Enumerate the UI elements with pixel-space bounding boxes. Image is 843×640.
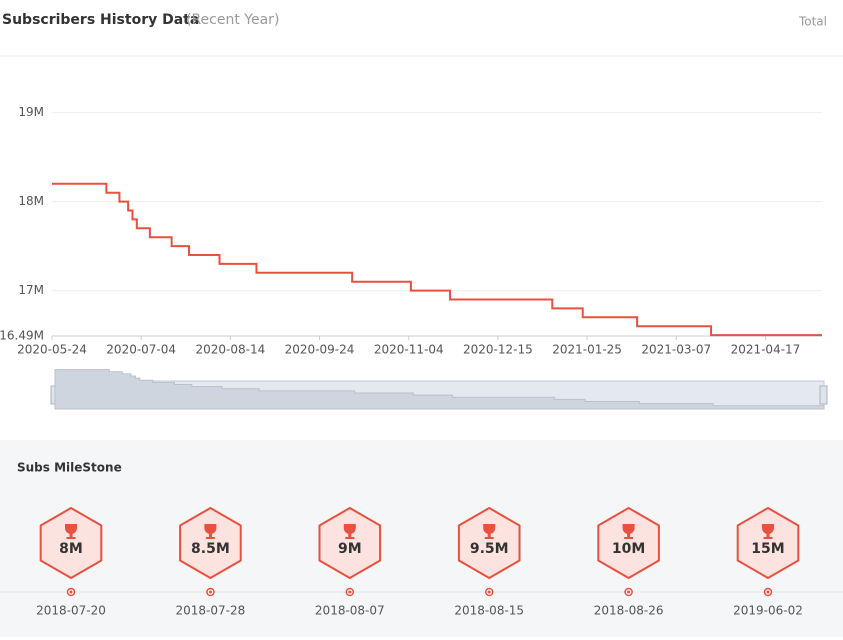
- x-tick-label: 2020-11-04: [374, 343, 444, 357]
- navigator-handle[interactable]: [819, 385, 828, 405]
- trophy-icon: [762, 524, 774, 539]
- milestone-label: 15M: [751, 541, 784, 557]
- milestone-dot-core: [766, 590, 770, 594]
- milestone-label: 8.5M: [191, 541, 230, 557]
- trophy-icon: [65, 524, 77, 539]
- trophy-icon: [483, 524, 496, 539]
- milestone-label: 9.5M: [470, 541, 509, 557]
- y-tick-label: 16.49M: [0, 329, 44, 343]
- trophy-icon: [622, 524, 635, 539]
- milestone-badge: [39, 507, 103, 579]
- x-tick-label: 2020-05-24: [17, 343, 87, 357]
- milestone-dot-core: [348, 590, 352, 594]
- milestone-dot-core: [627, 590, 631, 594]
- line: [52, 182, 822, 337]
- subtitle: (Recent Year): [186, 12, 279, 28]
- trophy-icon: [343, 524, 356, 539]
- milestone-badge: [318, 507, 382, 579]
- x-tick-label: 2020-07-04: [106, 343, 176, 357]
- trophy-icon: [204, 524, 217, 539]
- x-tick-label: 2020-08-14: [195, 343, 265, 357]
- x-tick-label: 2020-12-15: [463, 343, 533, 357]
- milestone-label: 8M: [59, 541, 83, 557]
- milestone-dot-core: [208, 590, 212, 594]
- milestone-date: 2018-08-15: [454, 604, 524, 618]
- x-tick-label: 2020-09-24: [285, 343, 355, 357]
- milestone-badge: [736, 507, 800, 579]
- y-tick-label: 19M: [18, 105, 44, 119]
- y-tick-label: 18M: [18, 194, 44, 208]
- milestone-date: 2018-08-26: [594, 604, 664, 618]
- milestone-date: 2019-06-02: [733, 604, 803, 618]
- milestone-title: Subs MileStone: [17, 461, 122, 475]
- x-tick-label: 2021-04-17: [731, 343, 801, 357]
- milestone-label: 10M: [612, 541, 645, 557]
- milestone-dot-core: [487, 590, 491, 594]
- milestone-badge: [179, 507, 242, 579]
- x-tick-label: 2021-01-25: [552, 343, 622, 357]
- milestone-date: 2018-08-07: [315, 604, 385, 618]
- milestone-date: 2018-07-20: [36, 604, 106, 618]
- milestone-dot-core: [69, 590, 73, 594]
- title: Subscribers History Data: [2, 12, 199, 28]
- y-tick-label: 17M: [18, 283, 44, 297]
- milestone-badge: [597, 507, 660, 579]
- milestone-date: 2018-07-28: [176, 604, 246, 618]
- x-tick-label: 2021-03-07: [641, 343, 711, 357]
- milestone-panel: [0, 440, 843, 637]
- milestone-badge: [457, 507, 521, 579]
- mode-tab[interactable]: Total: [798, 15, 827, 29]
- milestone-label: 9M: [338, 541, 362, 557]
- navigator-area: [54, 369, 825, 410]
